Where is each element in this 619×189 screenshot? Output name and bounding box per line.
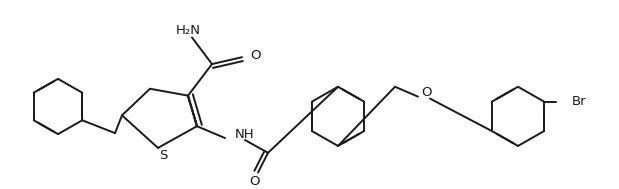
Text: S: S [159,149,167,162]
Text: H₂N: H₂N [176,24,201,37]
Text: O: O [421,86,431,99]
Text: O: O [250,49,261,62]
Text: Br: Br [572,95,587,108]
Text: O: O [249,175,260,188]
Text: NH: NH [235,128,254,141]
